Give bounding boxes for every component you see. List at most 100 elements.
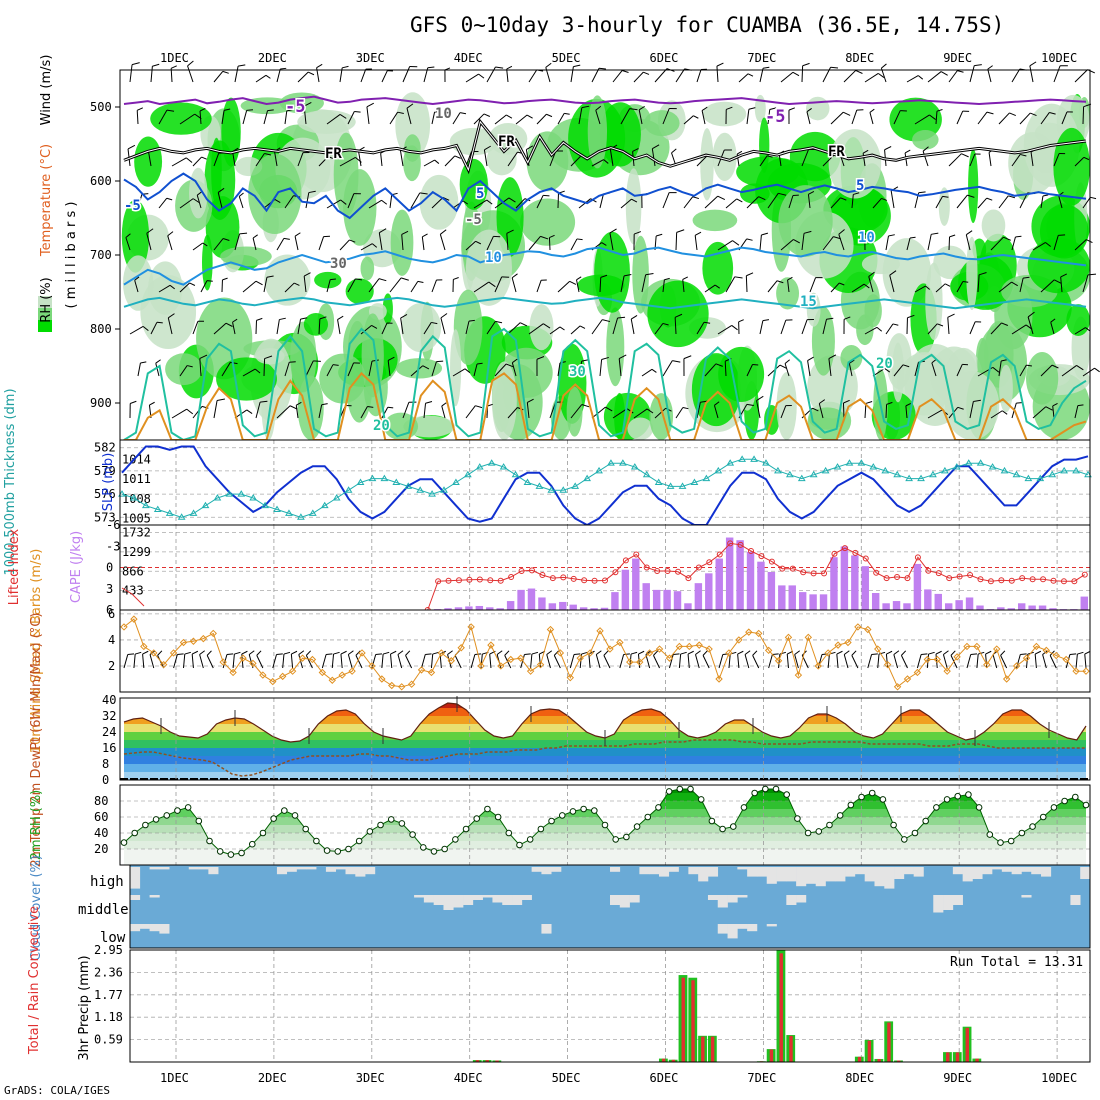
cloud-clear-middle — [1070, 895, 1081, 905]
lifted-index-marker — [539, 572, 546, 579]
cloud-clear-high — [747, 867, 758, 877]
wind-barb — [977, 111, 988, 125]
wind-barb-flag — [511, 273, 518, 279]
rh-marker — [1039, 813, 1047, 821]
top-day-labels: 1DEC 2DEC 3DEC 4DEC 5DEC 6DEC 7DEC 8DEC 9DEC 10DE… — [160, 51, 1077, 65]
rh-shading — [201, 234, 213, 291]
wind-barb — [155, 363, 160, 377]
lifted-index-marker — [706, 559, 713, 566]
wind10-barb-flag — [893, 650, 900, 655]
wind-barb-flag — [520, 322, 528, 327]
wind-barb-flag — [149, 401, 155, 406]
wind-barb-flag — [475, 405, 483, 409]
wind-barb — [263, 358, 266, 377]
wind10-barb-flag — [921, 653, 928, 656]
lifted-index-marker — [643, 564, 650, 571]
wind-barb — [179, 113, 196, 125]
rh-marker — [355, 837, 363, 845]
rh-marker — [708, 817, 716, 825]
wind-barb — [170, 68, 173, 83]
wind-barb-flag — [441, 402, 447, 407]
y-tick-label: 500 — [90, 100, 112, 114]
thickness-marker — [952, 463, 961, 470]
lifted-index-marker — [852, 549, 859, 556]
wind-barb — [452, 368, 466, 377]
cloud-clear-low — [737, 924, 748, 929]
wind-barb — [360, 325, 372, 335]
wind-barb — [1032, 242, 1046, 251]
wind-barb-flag — [222, 277, 228, 281]
wind-barb — [444, 155, 456, 167]
wind-barb-flag — [884, 146, 892, 151]
wind-barb — [303, 106, 307, 125]
wind-barb — [452, 112, 461, 125]
thickness-marker — [475, 463, 484, 470]
wind10-marker — [1042, 646, 1051, 655]
wind-barb — [914, 285, 926, 293]
li-tick-label: -3 — [106, 539, 120, 553]
thickness-marker — [1036, 474, 1045, 482]
lifted-index-marker — [1040, 576, 1047, 583]
wind-barb — [146, 233, 152, 251]
wind10m-panel: 246 — [108, 607, 1091, 693]
cloud-clear-high — [541, 867, 552, 875]
precip-conv-bar — [661, 1058, 666, 1062]
lifted-index-marker — [967, 572, 974, 579]
wind-barb — [1019, 112, 1031, 125]
wind-barb-flag — [505, 363, 514, 368]
thickness-marker — [630, 463, 639, 470]
wind-barb — [548, 237, 551, 251]
wind-barb-flag — [736, 198, 743, 203]
wind10-marker — [130, 615, 138, 623]
wind-barb — [724, 361, 727, 377]
wind-barb — [511, 362, 517, 377]
wind-barb-flag — [1027, 311, 1035, 318]
wind-barb — [263, 277, 268, 293]
lifted-index-marker — [768, 558, 775, 565]
wind10-barb-flag — [390, 650, 397, 655]
cloud-clear-high — [835, 867, 846, 882]
wind10-barb-flag — [943, 650, 949, 655]
wind10-marker — [457, 644, 465, 652]
cape-bar — [694, 583, 703, 610]
wind10-marker — [883, 660, 892, 669]
li-tick-label: 3 — [106, 582, 113, 596]
wind-barb — [284, 195, 294, 209]
wind-barb — [998, 360, 1002, 377]
thickness-marker — [1060, 466, 1069, 474]
bottom-day-label: 10DEC — [1041, 1071, 1077, 1085]
thickness-tick-label: 579 — [94, 464, 116, 478]
cape-bar — [767, 571, 776, 610]
wind-barb-flag — [279, 317, 286, 321]
isotherm-line — [123, 172, 1087, 220]
wind-barb-flag — [506, 229, 514, 234]
wind-barb-flag — [839, 282, 845, 286]
cloud-clear-low — [747, 924, 758, 932]
wind-barb-flag — [1023, 276, 1030, 279]
wind-barb — [431, 112, 436, 125]
wind-barb — [767, 364, 781, 377]
wind-barb-flag — [843, 399, 850, 404]
wind10-marker — [169, 649, 178, 657]
rh-marker — [911, 829, 919, 837]
cloud-clear-low — [139, 924, 150, 929]
cape-bar — [496, 608, 504, 610]
wind-barb-flag — [840, 197, 847, 201]
wind-barb — [869, 112, 874, 125]
wind10-marker — [755, 629, 763, 638]
wind-barb-flag — [422, 233, 428, 238]
wind-barb-flag — [431, 321, 438, 325]
wind-barb-flag — [573, 64, 581, 68]
wind-barb-flag — [1076, 365, 1084, 371]
wind-barb — [830, 282, 840, 293]
wind-barb — [167, 317, 173, 335]
thickness-marker — [440, 486, 448, 493]
lifted-index-marker — [685, 575, 692, 582]
thickness-marker — [535, 482, 544, 489]
rh-marker — [548, 817, 555, 825]
wind10-marker — [993, 645, 1001, 653]
cloud-clear-high — [864, 867, 875, 882]
cape-bar — [725, 537, 734, 610]
lifted-index-marker — [528, 567, 535, 574]
cape-bar — [882, 603, 890, 610]
